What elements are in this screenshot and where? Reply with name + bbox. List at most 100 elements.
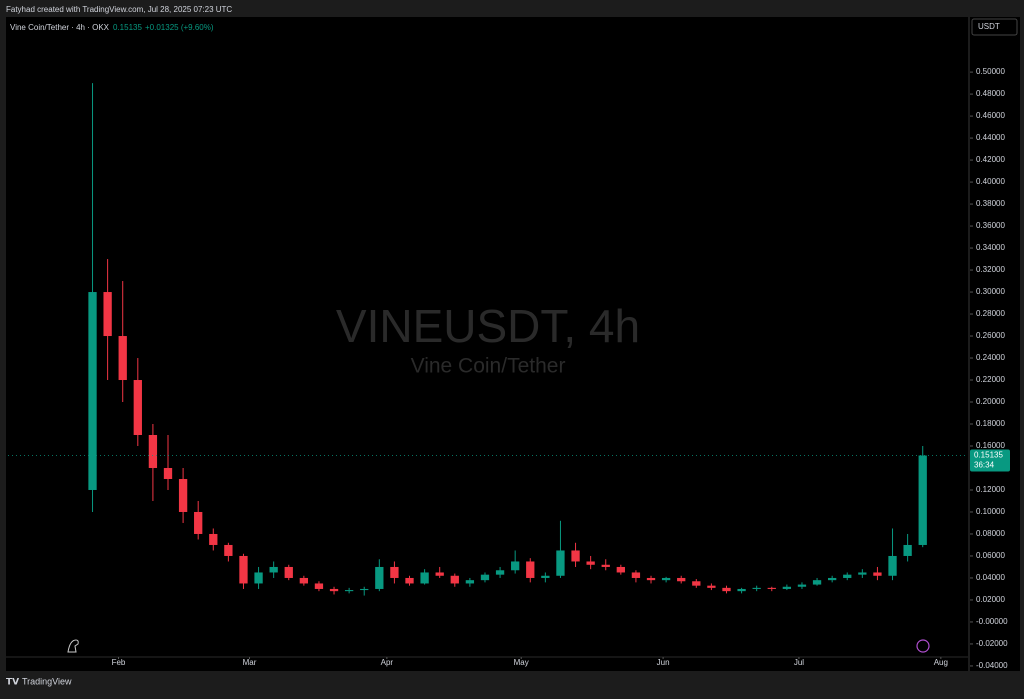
candle-body [360, 588, 369, 591]
candle-body [752, 587, 761, 589]
y-tick-label: 0.26000 [976, 331, 1005, 340]
candle-body [631, 572, 641, 578]
y-tick-label: 0.24000 [976, 353, 1005, 362]
candle-body [812, 580, 822, 585]
candle-body [148, 435, 158, 468]
candle-body [707, 585, 716, 588]
candle-body [918, 455, 927, 545]
y-tick-label: 0.44000 [976, 133, 1005, 142]
y-tick-label: 0.42000 [976, 155, 1005, 164]
watermark-title: VINEUSDT, 4h [336, 300, 640, 352]
candle-body [344, 590, 354, 592]
candle-body [586, 561, 595, 565]
candle-body [435, 572, 444, 576]
candle-body [299, 577, 308, 584]
candle-body [118, 336, 127, 381]
y-tick-label: 0.08000 [976, 529, 1005, 538]
candle-body [375, 566, 384, 589]
candle-body [616, 566, 625, 573]
candle-body [269, 566, 278, 573]
y-tick-label: 0.34000 [976, 243, 1005, 252]
candle-body [103, 292, 112, 337]
legend-symbol: Vine Coin/Tether · 4h · OKX [10, 23, 110, 32]
y-tick-label: -0.02000 [976, 639, 1008, 648]
y-tick-label: 0.48000 [976, 89, 1005, 98]
candle-body [163, 467, 173, 479]
currency-box[interactable] [971, 18, 1018, 36]
logo-dino [67, 639, 79, 653]
x-tick-label: Feb [112, 658, 126, 667]
y-tick-label: 0.12000 [976, 485, 1005, 494]
candle-body [677, 577, 686, 582]
legend-price: 0.15135 [113, 23, 142, 32]
candle-body [511, 561, 520, 571]
y-tick-label: 0.16000 [976, 441, 1005, 450]
countdown: 36:34 [974, 461, 995, 470]
candle-body [858, 572, 867, 575]
candle-body [903, 544, 912, 556]
x-tick-label: Jun [657, 658, 670, 667]
y-tick-label: -0.00000 [976, 617, 1008, 626]
candle-body [888, 555, 897, 576]
candle-body [390, 566, 399, 578]
candle-body [661, 577, 671, 581]
candle-body [767, 587, 776, 589]
candle-body [284, 566, 293, 578]
candle-body [495, 570, 505, 575]
x-tick-label: Aug [934, 658, 948, 667]
candle-body [405, 577, 414, 584]
candle-body [465, 580, 475, 584]
last-price-box [970, 449, 1010, 472]
plot-area [6, 17, 968, 671]
credit: Fatyhad created with TradingView.com, Ju… [6, 5, 232, 14]
candle-body [329, 588, 339, 592]
y-tick-label: 0.38000 [976, 199, 1005, 208]
candle-body [450, 575, 459, 584]
y-tick-label: 0.18000 [976, 419, 1005, 428]
candle-body [556, 550, 565, 576]
x-tick-label: Jul [794, 658, 804, 667]
y-tick-label: 0.22000 [976, 375, 1005, 384]
x-tick-label: Apr [381, 658, 394, 667]
candle-body [571, 550, 580, 562]
x-tick-label: May [514, 658, 529, 667]
y-tick-label: 0.36000 [976, 221, 1005, 230]
candle-body [692, 581, 701, 586]
y-tick-label: 0.28000 [976, 309, 1005, 318]
candle-body [782, 586, 792, 589]
y-tick-label: 0.02000 [976, 595, 1005, 604]
candle-body [209, 533, 218, 545]
y-tick-label: 0.20000 [976, 397, 1005, 406]
currency: USDT [978, 22, 1000, 31]
y-tick-label: 0.30000 [976, 287, 1005, 296]
candle-body [178, 478, 188, 512]
candle-body [133, 380, 142, 436]
candle-body [541, 575, 550, 578]
last-price: 0.15135 [974, 451, 1003, 460]
event-icon[interactable] [916, 639, 930, 653]
candle-body [480, 574, 490, 581]
y-tick-label: 0.46000 [976, 111, 1005, 120]
candle-body [737, 588, 746, 592]
candle-body [314, 583, 324, 589]
candle-body [420, 572, 429, 584]
y-tick-label: 0.06000 [976, 551, 1005, 560]
legend-change: +0.01325 (+9.60%) [145, 23, 214, 32]
candle-body [843, 574, 852, 578]
candle-body [797, 584, 807, 587]
candle-body [526, 561, 535, 578]
watermark-subtitle: Vine Coin/Tether [411, 355, 566, 378]
candle-body [194, 511, 203, 534]
candle-body [646, 577, 656, 581]
y-tick-label: 0.10000 [976, 507, 1005, 516]
candle-body [601, 564, 610, 567]
y-tick-label: 0.32000 [976, 265, 1005, 274]
y-tick-label: 0.50000 [976, 67, 1005, 76]
price-axis [970, 17, 1020, 671]
footer: TradingView [22, 676, 72, 686]
candle-body [873, 572, 882, 576]
y-tick-label: 0.04000 [976, 573, 1005, 582]
x-tick-label: Mar [243, 658, 257, 667]
